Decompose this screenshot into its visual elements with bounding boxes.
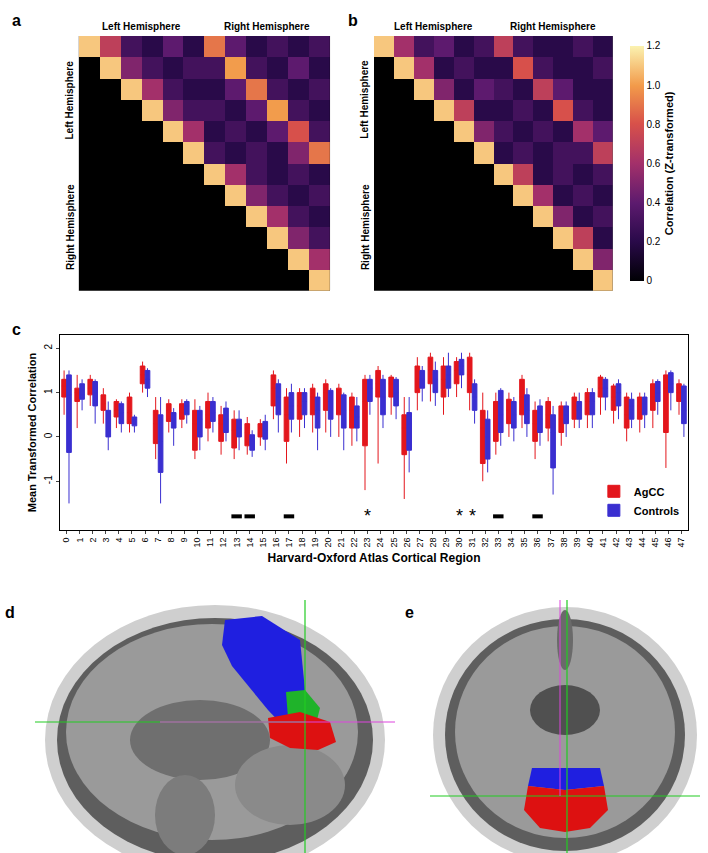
svg-text:a: a xyxy=(12,12,21,29)
svg-text:0.8: 0.8 xyxy=(647,119,661,130)
svg-text:2: 2 xyxy=(43,344,54,350)
svg-text:Left Hemisphere: Left Hemisphere xyxy=(64,61,75,140)
svg-text:Mean Transformed Correlation: Mean Transformed Correlation xyxy=(26,352,38,512)
svg-text:6: 6 xyxy=(140,538,150,543)
svg-text:3: 3 xyxy=(101,538,111,543)
svg-text:18: 18 xyxy=(297,538,307,548)
svg-text:*: * xyxy=(364,506,371,526)
svg-text:20: 20 xyxy=(323,538,333,548)
svg-text:13: 13 xyxy=(232,538,242,548)
svg-text:e: e xyxy=(405,604,414,621)
svg-text:0.6: 0.6 xyxy=(647,158,661,169)
svg-text:28: 28 xyxy=(428,538,438,548)
svg-text:1.0: 1.0 xyxy=(647,80,661,91)
svg-text:0: 0 xyxy=(61,538,71,543)
svg-text:Left Hemisphere: Left Hemisphere xyxy=(394,21,473,32)
svg-text:0: 0 xyxy=(647,275,653,286)
svg-text:39: 39 xyxy=(572,538,582,548)
svg-text:Right Hemisphere: Right Hemisphere xyxy=(224,21,310,32)
svg-text:34: 34 xyxy=(506,538,516,548)
svg-text:38: 38 xyxy=(559,538,569,548)
svg-text:7: 7 xyxy=(153,538,163,543)
svg-text:16: 16 xyxy=(271,538,281,548)
svg-text:Right Hemisphere: Right Hemisphere xyxy=(65,184,76,270)
svg-text:41: 41 xyxy=(598,538,608,548)
svg-text:35: 35 xyxy=(519,538,529,548)
svg-text:d: d xyxy=(5,604,15,621)
svg-text:Harvard-Oxford Atlas Cortical: Harvard-Oxford Atlas Cortical Region xyxy=(268,551,481,565)
svg-text:24: 24 xyxy=(375,538,385,548)
svg-text:1: 1 xyxy=(43,388,54,394)
svg-text:AgCC: AgCC xyxy=(634,486,665,498)
svg-text:22: 22 xyxy=(349,538,359,548)
svg-text:40: 40 xyxy=(585,538,595,548)
svg-text:b: b xyxy=(348,12,358,29)
svg-text:Left Hemisphere: Left Hemisphere xyxy=(359,60,370,139)
svg-text:0.4: 0.4 xyxy=(647,197,661,208)
svg-text:27: 27 xyxy=(415,538,425,548)
svg-text:12: 12 xyxy=(218,538,228,548)
svg-text:Right Hemisphere: Right Hemisphere xyxy=(360,184,371,270)
svg-text:-1: -1 xyxy=(43,475,54,484)
svg-text:47: 47 xyxy=(676,538,686,548)
svg-text:0.2: 0.2 xyxy=(647,236,661,247)
svg-text:*: * xyxy=(469,506,476,526)
svg-text:29: 29 xyxy=(441,538,451,548)
svg-text:21: 21 xyxy=(336,538,346,548)
svg-text:Left Hemisphere: Left Hemisphere xyxy=(102,21,181,32)
svg-text:36: 36 xyxy=(532,538,542,548)
svg-text:c: c xyxy=(12,321,21,338)
svg-text:26: 26 xyxy=(402,538,412,548)
svg-text:Correlation (Z-transformed): Correlation (Z-transformed) xyxy=(663,91,675,235)
svg-text:2: 2 xyxy=(88,538,98,543)
svg-text:*: * xyxy=(456,506,463,526)
svg-text:0: 0 xyxy=(43,432,54,438)
svg-text:46: 46 xyxy=(663,538,673,548)
svg-text:33: 33 xyxy=(493,538,503,548)
svg-text:25: 25 xyxy=(389,538,399,548)
svg-text:19: 19 xyxy=(310,538,320,548)
svg-text:23: 23 xyxy=(362,538,372,548)
svg-text:37: 37 xyxy=(546,538,556,548)
svg-text:42: 42 xyxy=(611,538,621,548)
svg-text:15: 15 xyxy=(258,538,268,548)
svg-text:Controls: Controls xyxy=(634,505,679,517)
svg-text:31: 31 xyxy=(467,538,477,548)
svg-text:43: 43 xyxy=(624,538,634,548)
svg-text:Right Hemisphere: Right Hemisphere xyxy=(510,21,596,32)
svg-text:11: 11 xyxy=(205,538,215,547)
svg-text:45: 45 xyxy=(650,538,660,548)
svg-text:10: 10 xyxy=(192,538,202,548)
svg-text:4: 4 xyxy=(114,538,124,543)
svg-text:17: 17 xyxy=(284,538,294,548)
svg-text:9: 9 xyxy=(179,538,189,543)
svg-text:1: 1 xyxy=(75,538,85,543)
svg-text:5: 5 xyxy=(127,538,137,543)
svg-text:32: 32 xyxy=(480,538,490,548)
svg-text:44: 44 xyxy=(637,538,647,548)
svg-text:1.2: 1.2 xyxy=(647,40,661,51)
svg-text:14: 14 xyxy=(245,538,255,548)
svg-text:8: 8 xyxy=(166,538,176,543)
svg-text:30: 30 xyxy=(454,538,464,548)
